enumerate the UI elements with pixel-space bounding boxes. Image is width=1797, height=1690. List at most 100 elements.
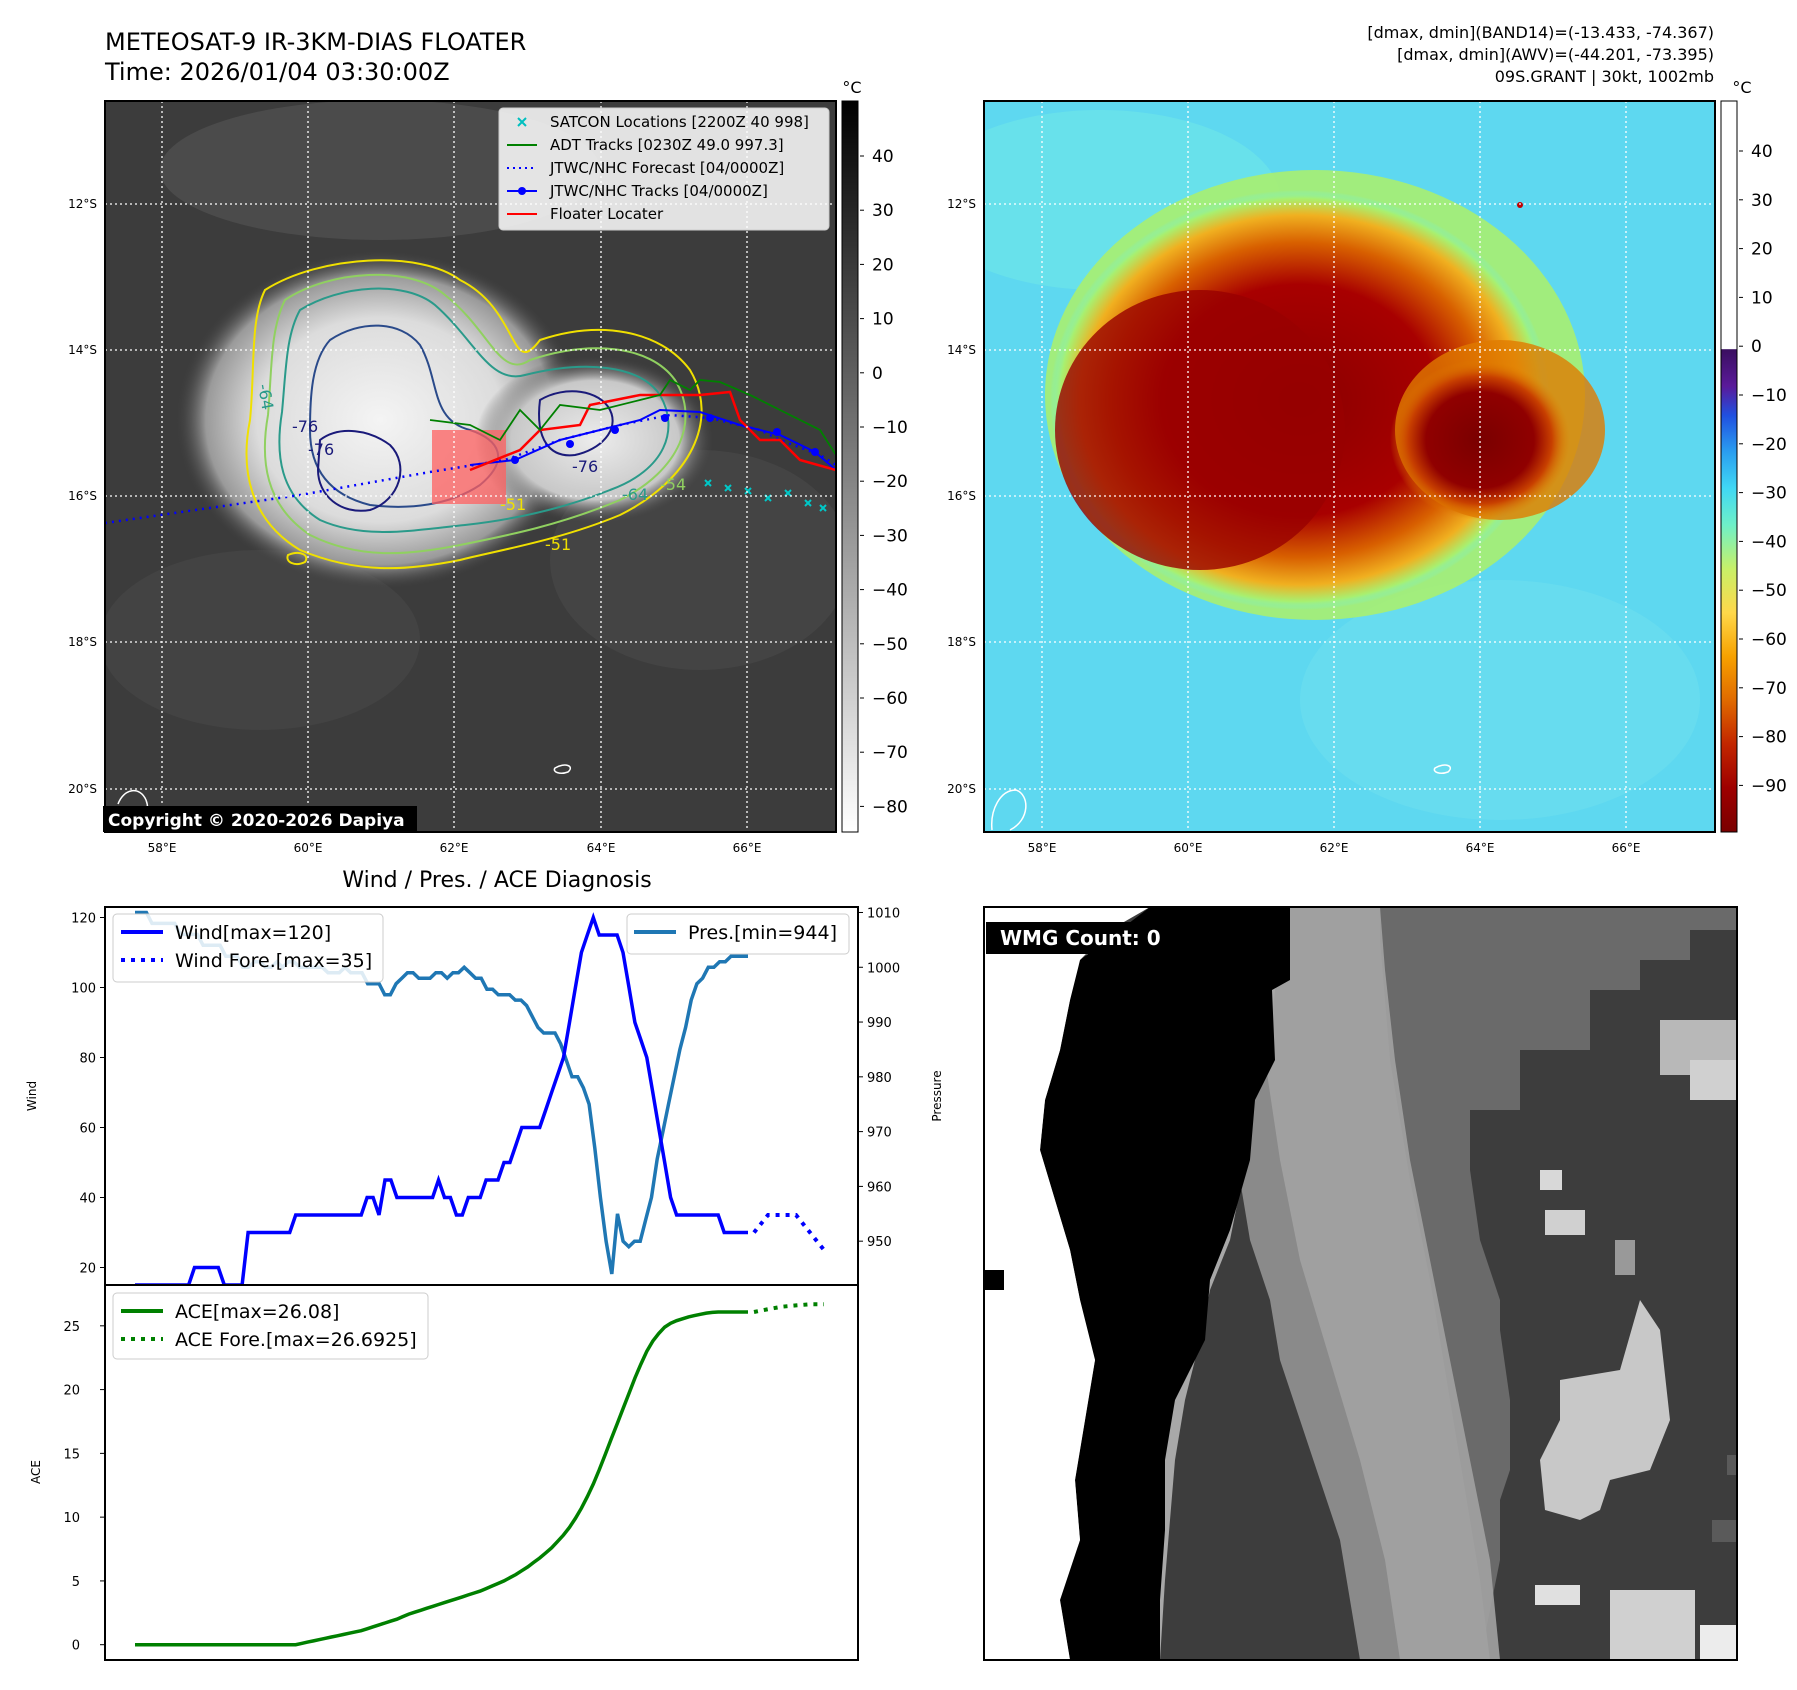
colorbar-tick-label: −90 [1751,776,1787,796]
colorbar-tick-label: −60 [1751,630,1787,650]
colorbar-tick-label: −70 [1751,679,1787,699]
copyright: Copyright © 2020-2026 Dapiya [108,811,405,831]
colorbar-tick-label: −50 [1751,581,1787,601]
colorbar-tick-label: −60 [872,689,908,709]
lat-label: 20°S [68,782,97,796]
contour-label: -51 [500,495,526,514]
pressure-tick-label: 1010 [867,906,900,921]
colorbar-tick-label: −30 [872,526,908,546]
lat-label: 12°S [68,197,97,211]
satcon-legend-marker [517,117,527,127]
pressure-tick-label: 960 [867,1180,892,1195]
gray-colorbar-ticks: 40 30 20 10 0 −10 −20 −30 −40 −50 −60 −70 −80 [860,147,908,817]
colorbar-tick-label: −10 [1751,386,1787,406]
wind-axis-label: Wind [25,1081,39,1111]
legend-item: ADT Tracks [0230Z 49.0 997.3] [550,136,784,154]
contour-label: -76 [292,417,318,436]
pressure-legend: Pres.[min=944] [626,913,850,955]
wind-fore-legend-label: Wind Fore.[max=35] [175,950,372,972]
copyright-box [103,806,417,832]
colorbar-tick-label: −30 [1751,484,1787,504]
diagnosis-title: Wind / Pres. / ACE Diagnosis [342,868,651,893]
ace-tick-label: 20 [63,1384,80,1399]
dmax-band14: [dmax, dmin](BAND14)=(-13.433, -74.367) [1367,23,1714,42]
ir-lat-labels: 12°S 14°S 16°S 18°S 20°S [68,197,97,796]
lat-label: 18°S [68,635,97,649]
color-colorbar: °C 40 30 20 10 0 −10 −20 −30 −40 −50 −60 −70 −80 −90 [1720,78,1787,833]
lat-label: 14°S [947,343,976,357]
lon-label: 66°E [1612,841,1641,855]
wind-tick-label: 20 [79,1262,96,1277]
contour-label: -54 [660,475,686,494]
ace-chart: 0 5 10 15 20 25 ACE ACE[max=26.08] ACE Fore.[… [29,1284,859,1661]
figure-title: METEOSAT-9 IR-3KM-DIAS FLOATER [105,28,526,56]
wind-legend: Wind[max=120] Wind Fore.[max=35] [112,913,384,983]
lon-label: 60°E [294,841,323,855]
colorbar-tick-label: −20 [872,472,908,492]
contour-labels: -64 -76 -76 -51 -51 -64 -54 -76 [254,382,686,554]
ace-tick-label: 0 [72,1639,80,1654]
lon-label: 58°E [1028,841,1057,855]
pressure-tick-label: 1000 [867,961,900,976]
lat-label: 12°S [947,197,976,211]
legend-item: JTWC/NHC Tracks [04/0000Z] [549,182,768,200]
contour-label: -64 [254,382,277,411]
ace-tick-label: 25 [63,1320,80,1335]
gray-colorbar: °C 40 30 20 10 0 −10 −20 −30 −40 −50 −60 −70 −80 [841,78,908,833]
colorbar-tick-label: 0 [872,364,883,384]
ace-fore-legend-label: ACE Fore.[max=26.6925] [175,1329,417,1351]
ace-forecast-line [753,1302,824,1314]
lon-label: 62°E [440,841,469,855]
lat-label: 16°S [68,489,97,503]
lon-label: 66°E [733,841,762,855]
pressure-axis: 950 960 970 980 990 1000 1010 [858,906,900,1250]
wind-forecast-line [752,1213,826,1252]
wind-tick-label: 120 [71,912,96,927]
pressure-axis-label: Pressure [930,1070,944,1121]
pressure-legend-label: Pres.[min=944] [688,922,837,944]
colorbar-tick-label: −80 [872,797,908,817]
lon-label: 64°E [1466,841,1495,855]
colorbar-tick-label: 10 [872,310,894,330]
pressure-tick-label: 990 [867,1016,892,1031]
colorbar-tick-label: −40 [872,581,908,601]
wmg-label-box [986,922,1174,954]
lat-label: 20°S [947,782,976,796]
colorbar-unit: °C [842,78,861,97]
colorbar-tick-label: 30 [1751,191,1773,211]
colorbar-tick-label: 10 [1751,288,1773,308]
legend-item: Floater Locater [550,205,664,223]
wind-legend-label: Wind[max=120] [175,922,331,944]
wmg-panel: WMG Count: 0 [983,906,1738,1661]
colorbar-tick-label: 20 [872,255,894,275]
lon-label: 60°E [1174,841,1203,855]
ace-line [135,1310,748,1647]
awv-lat-labels: 12°S 14°S 16°S 18°S 20°S [947,197,976,796]
wind-axis: 20 40 60 80 100 120 [71,912,105,1277]
legend-item: SATCON Locations [2200Z 40 998] [550,113,809,131]
pressure-tick-label: 980 [867,1071,892,1086]
ace-tick-label: 5 [72,1575,80,1590]
figure-time: Time: 2026/01/04 03:30:00Z [104,58,450,86]
colorbar-tick-label: 20 [1751,240,1773,260]
awv-panel: 12°S 14°S 16°S 18°S 20°S 58°E 60°E 62°E … [947,100,1716,855]
colorbar-tick-label: −10 [872,418,908,438]
colorbar-tick-label: −20 [1751,435,1787,455]
ace-axis-label: ACE [29,1460,43,1484]
colorbar-tick-label: 0 [1751,337,1762,357]
colorbar-tick-label: −80 [1751,728,1787,748]
dmax-awv: [dmax, dmin](AWV)=(-44.201, -73.395) [1397,45,1714,64]
ace-series-layer [135,1302,824,1647]
storm-info: 09S.GRANT | 30kt, 1002mb [1495,67,1714,86]
colorbar-tick-label: 40 [1751,142,1773,162]
wmg-count: WMG Count: 0 [1000,926,1161,950]
contour-label: -76 [572,457,598,476]
track-legend: SATCON Locations [2200Z 40 998] ADT Trac… [498,107,830,231]
ace-axis: 0 5 10 15 20 25 [63,1320,105,1654]
colorbar-tick-label: −40 [1751,532,1787,552]
wind-tick-label: 40 [79,1192,96,1207]
contour-label: -64 [622,485,648,504]
lon-label: 58°E [148,841,177,855]
colorbar-tick-label: 40 [872,147,894,167]
